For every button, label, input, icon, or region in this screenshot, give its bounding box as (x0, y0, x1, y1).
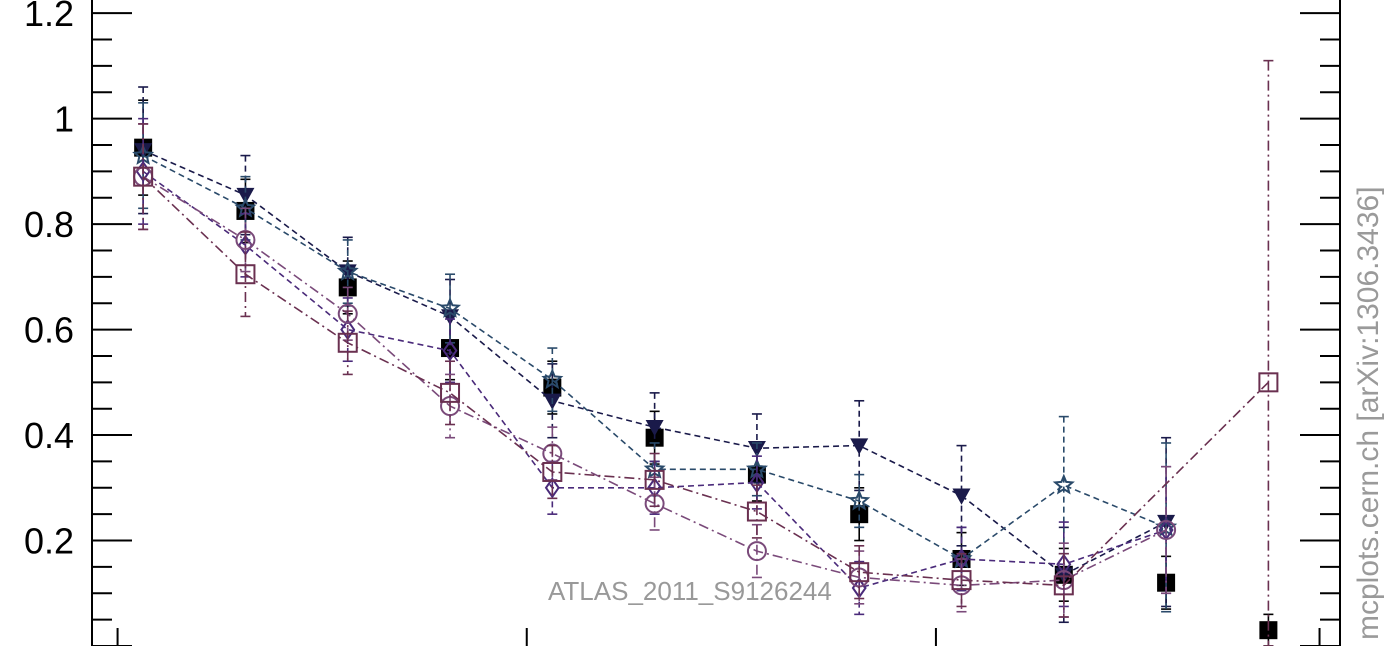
point-marker (542, 461, 563, 482)
y-tick-label: 0.8 (24, 204, 74, 245)
point-marker (235, 229, 256, 250)
point-marker (235, 264, 256, 285)
point-marker (236, 187, 255, 205)
series-0 (134, 99, 1278, 646)
point-marker (1053, 575, 1074, 596)
point-marker (645, 419, 664, 437)
data-series (132, 59, 1279, 646)
series-line (142, 176, 1167, 587)
plot-frame (91, 0, 1341, 646)
series-line (142, 149, 1167, 576)
y-tick-label: 0.4 (24, 415, 74, 456)
source-side-label: mcplots.cern.ch [arXiv:1306.3436] (1352, 186, 1385, 640)
point-marker (440, 382, 461, 403)
point-marker (133, 166, 154, 187)
point-marker (952, 488, 971, 505)
series-line (142, 170, 1167, 589)
point-marker (850, 438, 869, 455)
point-marker (951, 570, 972, 591)
point-marker (850, 505, 869, 524)
series-1 (134, 86, 1176, 624)
point-marker (442, 339, 458, 362)
point-marker (1056, 553, 1072, 576)
point-marker (337, 303, 358, 324)
point-marker (1052, 473, 1075, 495)
series-2 (132, 102, 1178, 613)
series-4 (133, 123, 1177, 618)
y-tick-label: 0.2 (24, 521, 74, 562)
point-marker (1258, 372, 1279, 393)
point-marker (337, 332, 358, 353)
y-tick-label: 0.6 (24, 310, 74, 351)
point-marker (439, 296, 462, 318)
point-marker (848, 489, 871, 511)
point-marker (746, 541, 767, 562)
point-marker (849, 562, 870, 583)
point-marker (544, 477, 560, 499)
series-line (142, 176, 1269, 587)
point-marker (336, 259, 359, 282)
y-tick-label: 1 (54, 99, 74, 140)
series-3 (135, 117, 1174, 616)
point-marker (541, 368, 564, 390)
point-marker (644, 469, 665, 490)
series-5 (133, 59, 1279, 646)
analysis-watermark: ATLAS_2011_S9126244 (548, 576, 832, 606)
point-marker (746, 501, 767, 522)
y-tick-label: 1.2 (24, 0, 74, 34)
y-axis-ticks: 0.2 0.4 0.6 0.8 1 1.2 (24, 0, 1340, 646)
point-marker (1156, 519, 1177, 540)
point-marker (747, 441, 766, 458)
